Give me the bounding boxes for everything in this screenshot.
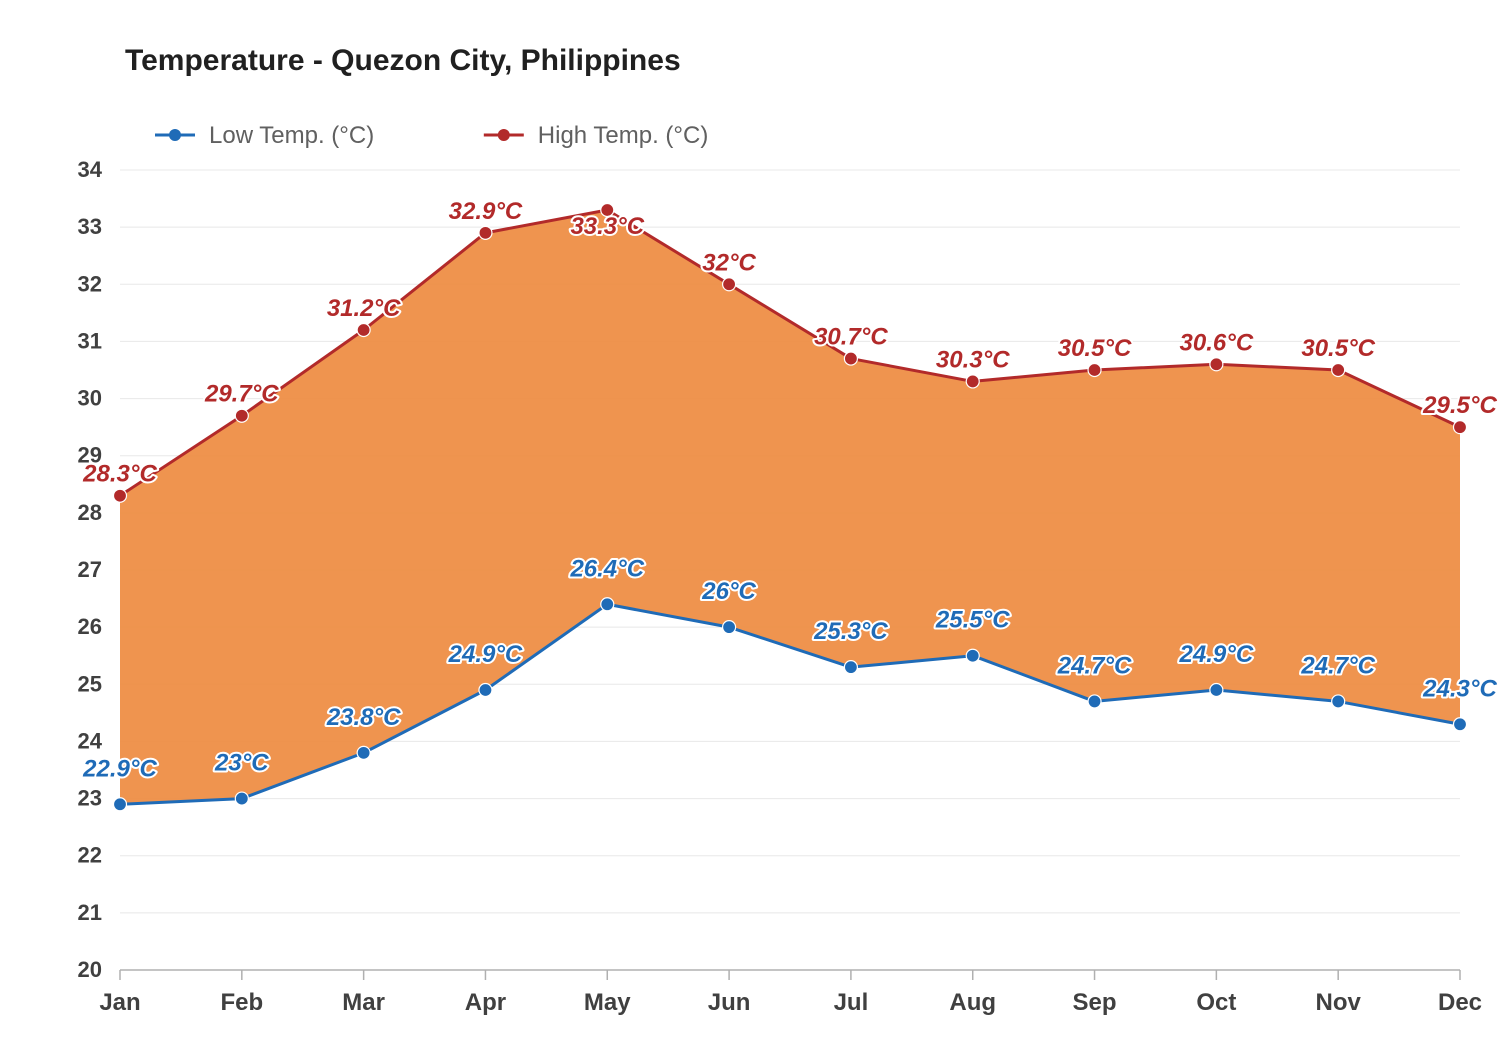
low-data-label: 22.9°C (82, 755, 157, 782)
low-marker (601, 598, 614, 611)
legend-marker-high (498, 129, 510, 141)
y-tick-label: 31 (78, 328, 102, 353)
high-marker (1210, 358, 1223, 371)
x-tick-label: Feb (220, 989, 263, 1016)
high-marker (723, 278, 736, 291)
low-data-label: 23.8°C (326, 704, 401, 731)
low-data-label: 24.3°C (1422, 675, 1497, 702)
high-marker (114, 489, 127, 502)
low-marker (479, 684, 492, 697)
high-data-label: 30.7°C (814, 324, 888, 351)
low-data-label: 24.9°C (448, 641, 523, 668)
high-data-label: 29.7°C (204, 381, 279, 408)
high-data-label: 33.3°C (570, 213, 644, 240)
low-marker (1088, 695, 1101, 708)
high-data-label: 30.5°C (1058, 335, 1132, 362)
y-tick-label: 24 (78, 728, 103, 753)
y-tick-label: 25 (78, 671, 102, 696)
low-marker (114, 798, 127, 811)
high-marker (235, 409, 248, 422)
x-tick-label: Jul (834, 989, 869, 1016)
x-tick-label: Apr (465, 989, 506, 1016)
high-data-label: 28.3°C (82, 461, 157, 488)
y-tick-label: 26 (78, 614, 102, 639)
y-tick-label: 27 (78, 557, 102, 582)
low-marker (1210, 684, 1223, 697)
low-marker (844, 661, 857, 674)
legend-marker-low (169, 129, 181, 141)
high-data-label: 29.5°C (1422, 392, 1497, 419)
x-tick-label: Jun (708, 989, 751, 1016)
low-marker (1332, 695, 1345, 708)
high-marker (357, 324, 370, 337)
y-tick-label: 32 (78, 271, 102, 296)
x-tick-label: May (584, 989, 631, 1016)
high-data-label: 30.6°C (1180, 329, 1254, 356)
high-marker (1454, 421, 1467, 434)
y-tick-label: 20 (78, 957, 102, 982)
low-marker (357, 746, 370, 759)
y-tick-label: 22 (78, 843, 102, 868)
x-tick-label: Jan (99, 989, 140, 1016)
y-tick-label: 28 (78, 500, 102, 525)
x-tick-label: Dec (1438, 989, 1482, 1016)
legend-label-high: High Temp. (°C) (538, 122, 709, 149)
legend-label-low: Low Temp. (°C) (209, 122, 374, 149)
x-tick-label: Nov (1316, 989, 1362, 1016)
low-marker (723, 621, 736, 634)
low-marker (966, 649, 979, 662)
low-marker (1454, 718, 1467, 731)
low-data-label: 23°C (214, 750, 269, 777)
low-data-label: 25.3°C (813, 618, 888, 645)
high-data-label: 32.9°C (449, 198, 523, 225)
high-marker (1088, 364, 1101, 377)
y-tick-label: 23 (78, 786, 102, 811)
y-tick-label: 30 (78, 386, 102, 411)
high-data-label: 32°C (702, 249, 756, 276)
high-marker (1332, 364, 1345, 377)
low-data-label: 24.7°C (1057, 652, 1132, 679)
low-data-label: 26°C (701, 578, 756, 605)
y-tick-label: 34 (78, 157, 103, 182)
high-data-label: 30.5°C (1301, 335, 1375, 362)
x-tick-label: Mar (342, 989, 385, 1016)
low-data-label: 25.5°C (935, 607, 1010, 634)
chart-title: Temperature - Quezon City, Philippines (125, 44, 681, 77)
high-data-label: 31.2°C (327, 295, 401, 322)
low-data-label: 24.9°C (1179, 641, 1254, 668)
x-tick-label: Aug (949, 989, 996, 1016)
high-marker (966, 375, 979, 388)
low-data-label: 26.4°C (569, 555, 644, 582)
high-marker (844, 352, 857, 365)
high-marker (479, 226, 492, 239)
temperature-chart: 202122232425262728293031323334JanFebMarA… (0, 0, 1500, 1050)
low-data-label: 24.7°C (1300, 652, 1375, 679)
y-tick-label: 33 (78, 214, 102, 239)
low-marker (235, 792, 248, 805)
high-data-label: 30.3°C (936, 346, 1010, 373)
y-tick-label: 21 (78, 900, 102, 925)
x-tick-label: Sep (1073, 989, 1117, 1016)
x-tick-label: Oct (1196, 989, 1236, 1016)
chart-svg: 202122232425262728293031323334JanFebMarA… (0, 0, 1500, 1050)
